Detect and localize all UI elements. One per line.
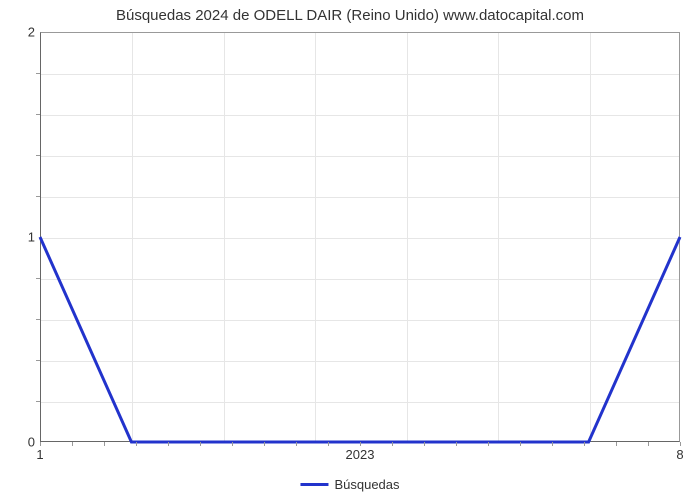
x-minor-tick — [200, 442, 201, 446]
y-minor-tick — [36, 278, 40, 279]
y-minor-tick — [36, 155, 40, 156]
y-minor-tick — [36, 401, 40, 402]
chart-container: Búsquedas 2024 de ODELL DAIR (Reino Unid… — [0, 5, 700, 500]
x-minor-tick — [136, 442, 137, 446]
x-minor-tick — [680, 442, 681, 446]
x-minor-tick — [392, 442, 393, 446]
x-start-label: 1 — [36, 447, 43, 462]
x-minor-tick — [488, 442, 489, 446]
x-minor-tick — [296, 442, 297, 446]
x-minor-tick — [264, 442, 265, 446]
data-line — [40, 32, 680, 442]
x-minor-tick — [360, 442, 361, 446]
x-minor-tick — [456, 442, 457, 446]
legend-label: Búsquedas — [334, 477, 399, 492]
legend: Búsquedas — [300, 477, 399, 492]
x-minor-tick — [424, 442, 425, 446]
y-tick-label: 2 — [5, 25, 35, 40]
x-minor-tick — [584, 442, 585, 446]
y-minor-tick — [36, 73, 40, 74]
y-minor-tick — [36, 319, 40, 320]
y-tick-label: 0 — [5, 435, 35, 450]
x-minor-tick — [104, 442, 105, 446]
x-minor-tick — [232, 442, 233, 446]
y-minor-tick — [36, 196, 40, 197]
x-minor-tick — [72, 442, 73, 446]
x-minor-tick — [168, 442, 169, 446]
legend-swatch — [300, 483, 328, 486]
y-minor-tick — [36, 114, 40, 115]
x-center-label: 2023 — [346, 447, 375, 462]
x-minor-tick — [552, 442, 553, 446]
x-end-label: 8 — [676, 447, 683, 462]
x-minor-tick — [40, 442, 41, 446]
x-minor-tick — [616, 442, 617, 446]
chart-title: Búsquedas 2024 de ODELL DAIR (Reino Unid… — [0, 5, 700, 27]
x-minor-tick — [520, 442, 521, 446]
x-minor-tick — [648, 442, 649, 446]
x-minor-tick — [328, 442, 329, 446]
y-tick-label: 1 — [5, 230, 35, 245]
y-minor-tick — [36, 360, 40, 361]
